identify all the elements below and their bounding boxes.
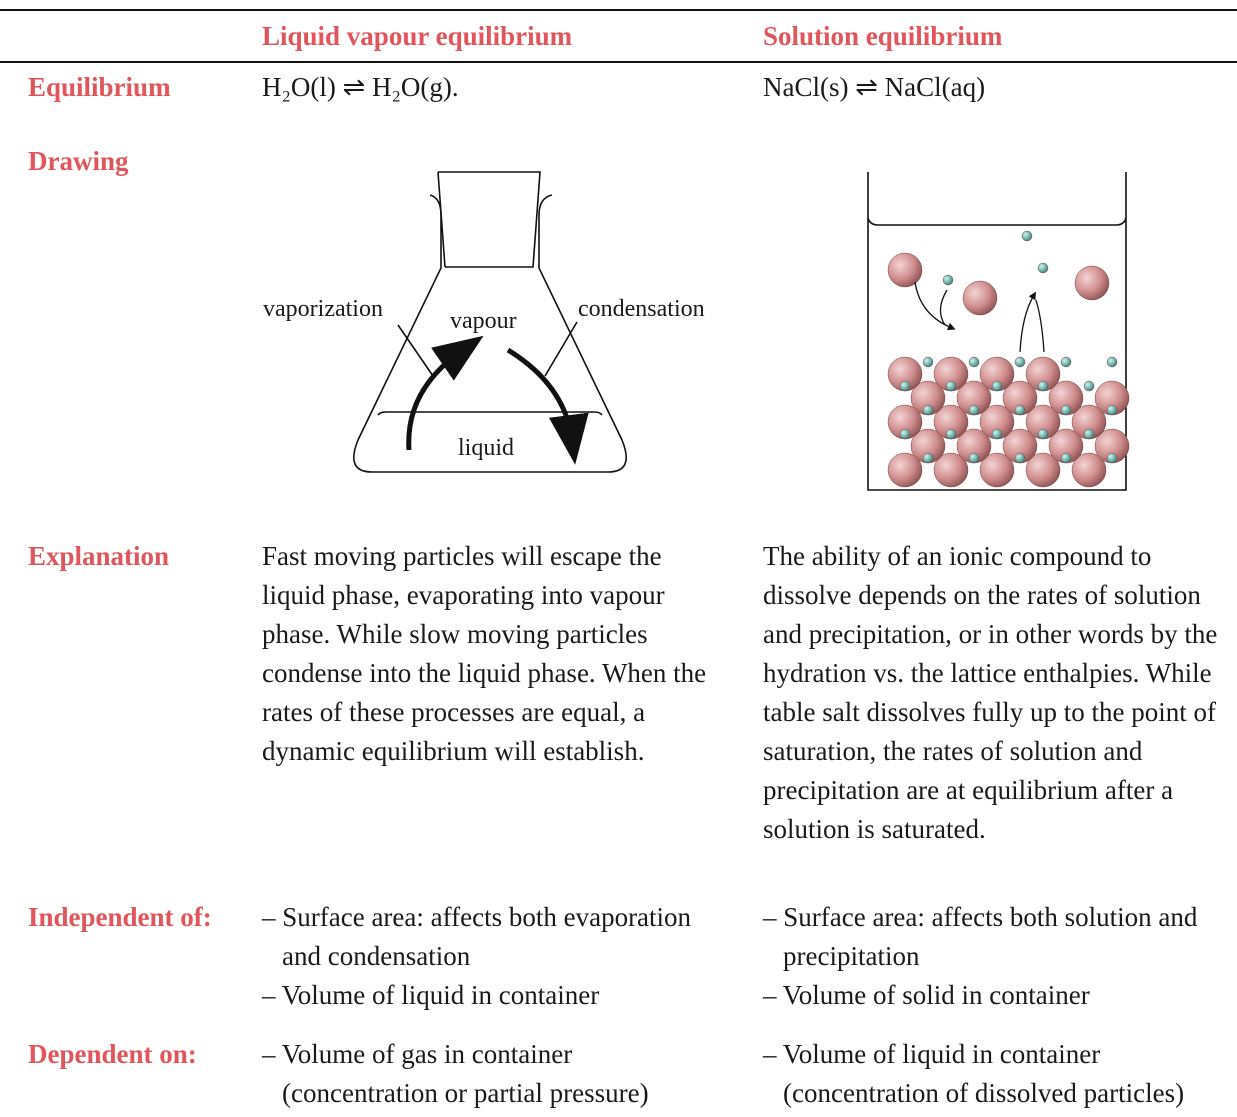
condensation-arrow xyxy=(506,347,589,465)
chloride-ion xyxy=(942,274,954,286)
chloride-ion xyxy=(968,452,980,464)
chloride-ion xyxy=(922,404,934,416)
list-item: – Volume of liquid in container xyxy=(262,980,600,1010)
row-label: Independent of: xyxy=(28,902,212,932)
beaker xyxy=(867,172,1127,491)
chloride-ion xyxy=(1014,452,1026,464)
flask xyxy=(353,171,627,473)
paragraph: The ability of an ionic compound to diss… xyxy=(763,541,1218,844)
chloride-ion xyxy=(899,428,911,440)
vaporization-arrow xyxy=(406,335,484,451)
chloride-ion xyxy=(1037,428,1049,440)
chloride-ion xyxy=(1106,404,1118,416)
row-label: Drawing xyxy=(28,146,129,176)
row-label: Explanation xyxy=(28,541,170,571)
top-rule xyxy=(0,9,1237,11)
chloride-ion xyxy=(1083,428,1095,440)
sodium-ion xyxy=(1025,452,1061,488)
chloride-ion xyxy=(945,428,957,440)
chloride-ion xyxy=(1060,356,1072,368)
list: – Surface area: affects both evaporation… xyxy=(262,898,732,1015)
chloride-ion xyxy=(1037,262,1049,274)
chloride-ion xyxy=(922,452,934,464)
chloride-ion xyxy=(1060,452,1072,464)
sodium-ion xyxy=(979,452,1015,488)
chloride-ion xyxy=(991,380,1003,392)
sodium-ion xyxy=(1074,265,1110,301)
sodium-ion xyxy=(1071,452,1107,488)
flask-label: vaporization xyxy=(263,296,383,322)
sodium-ion xyxy=(962,280,998,316)
flask-label: liquid xyxy=(458,435,514,461)
equation: H₂O(l) ⇌ H₂O(g). xyxy=(262,72,459,102)
chloride-ion xyxy=(1083,380,1095,392)
chloride-ion xyxy=(991,428,1003,440)
flask-label: vapour xyxy=(450,308,517,334)
list-item: – Volume of solid in container xyxy=(763,980,1090,1010)
chloride-ion xyxy=(1106,356,1118,368)
list: – Surface area: affects both solution an… xyxy=(763,898,1233,1015)
sodium-ion xyxy=(933,452,969,488)
ion-arrows xyxy=(914,281,1045,353)
row-label: Equilibrium xyxy=(28,72,171,102)
column-header: Solution equilibrium xyxy=(763,21,1003,51)
row-label: Dependent on: xyxy=(28,1039,197,1069)
chloride-ion xyxy=(1106,452,1118,464)
chloride-ion xyxy=(922,356,934,368)
chloride-ion xyxy=(1014,404,1026,416)
chloride-ion xyxy=(1014,356,1026,368)
list-item: – Surface area: affects both evaporation… xyxy=(262,902,692,971)
chloride-ion xyxy=(968,404,980,416)
chloride-ion xyxy=(945,380,957,392)
list: – Volume of gas in container (concentrat… xyxy=(262,1035,732,1113)
list-item: – Surface area: affects both solution an… xyxy=(763,902,1198,971)
sodium-ion xyxy=(887,452,923,488)
paragraph: Fast moving particles will escape the li… xyxy=(262,541,707,766)
equation: NaCl(s) ⇌ NaCl(aq) xyxy=(763,72,986,102)
header-rule xyxy=(0,61,1237,63)
chloride-ion xyxy=(899,380,911,392)
chloride-ion xyxy=(1021,230,1033,242)
list-item: – Volume of liquid in container (concent… xyxy=(763,1039,1185,1108)
chloride-ion xyxy=(1037,380,1049,392)
list: – Volume of liquid in container (concent… xyxy=(763,1035,1233,1113)
sodium-ion xyxy=(887,252,923,288)
list-item: – Volume of gas in container (concentrat… xyxy=(262,1039,649,1108)
chloride-ion xyxy=(1060,404,1072,416)
flask-label: condensation xyxy=(578,296,705,322)
salt-lattice xyxy=(887,230,1130,488)
chloride-ion xyxy=(968,356,980,368)
column-header: Liquid vapour equilibrium xyxy=(262,21,573,51)
